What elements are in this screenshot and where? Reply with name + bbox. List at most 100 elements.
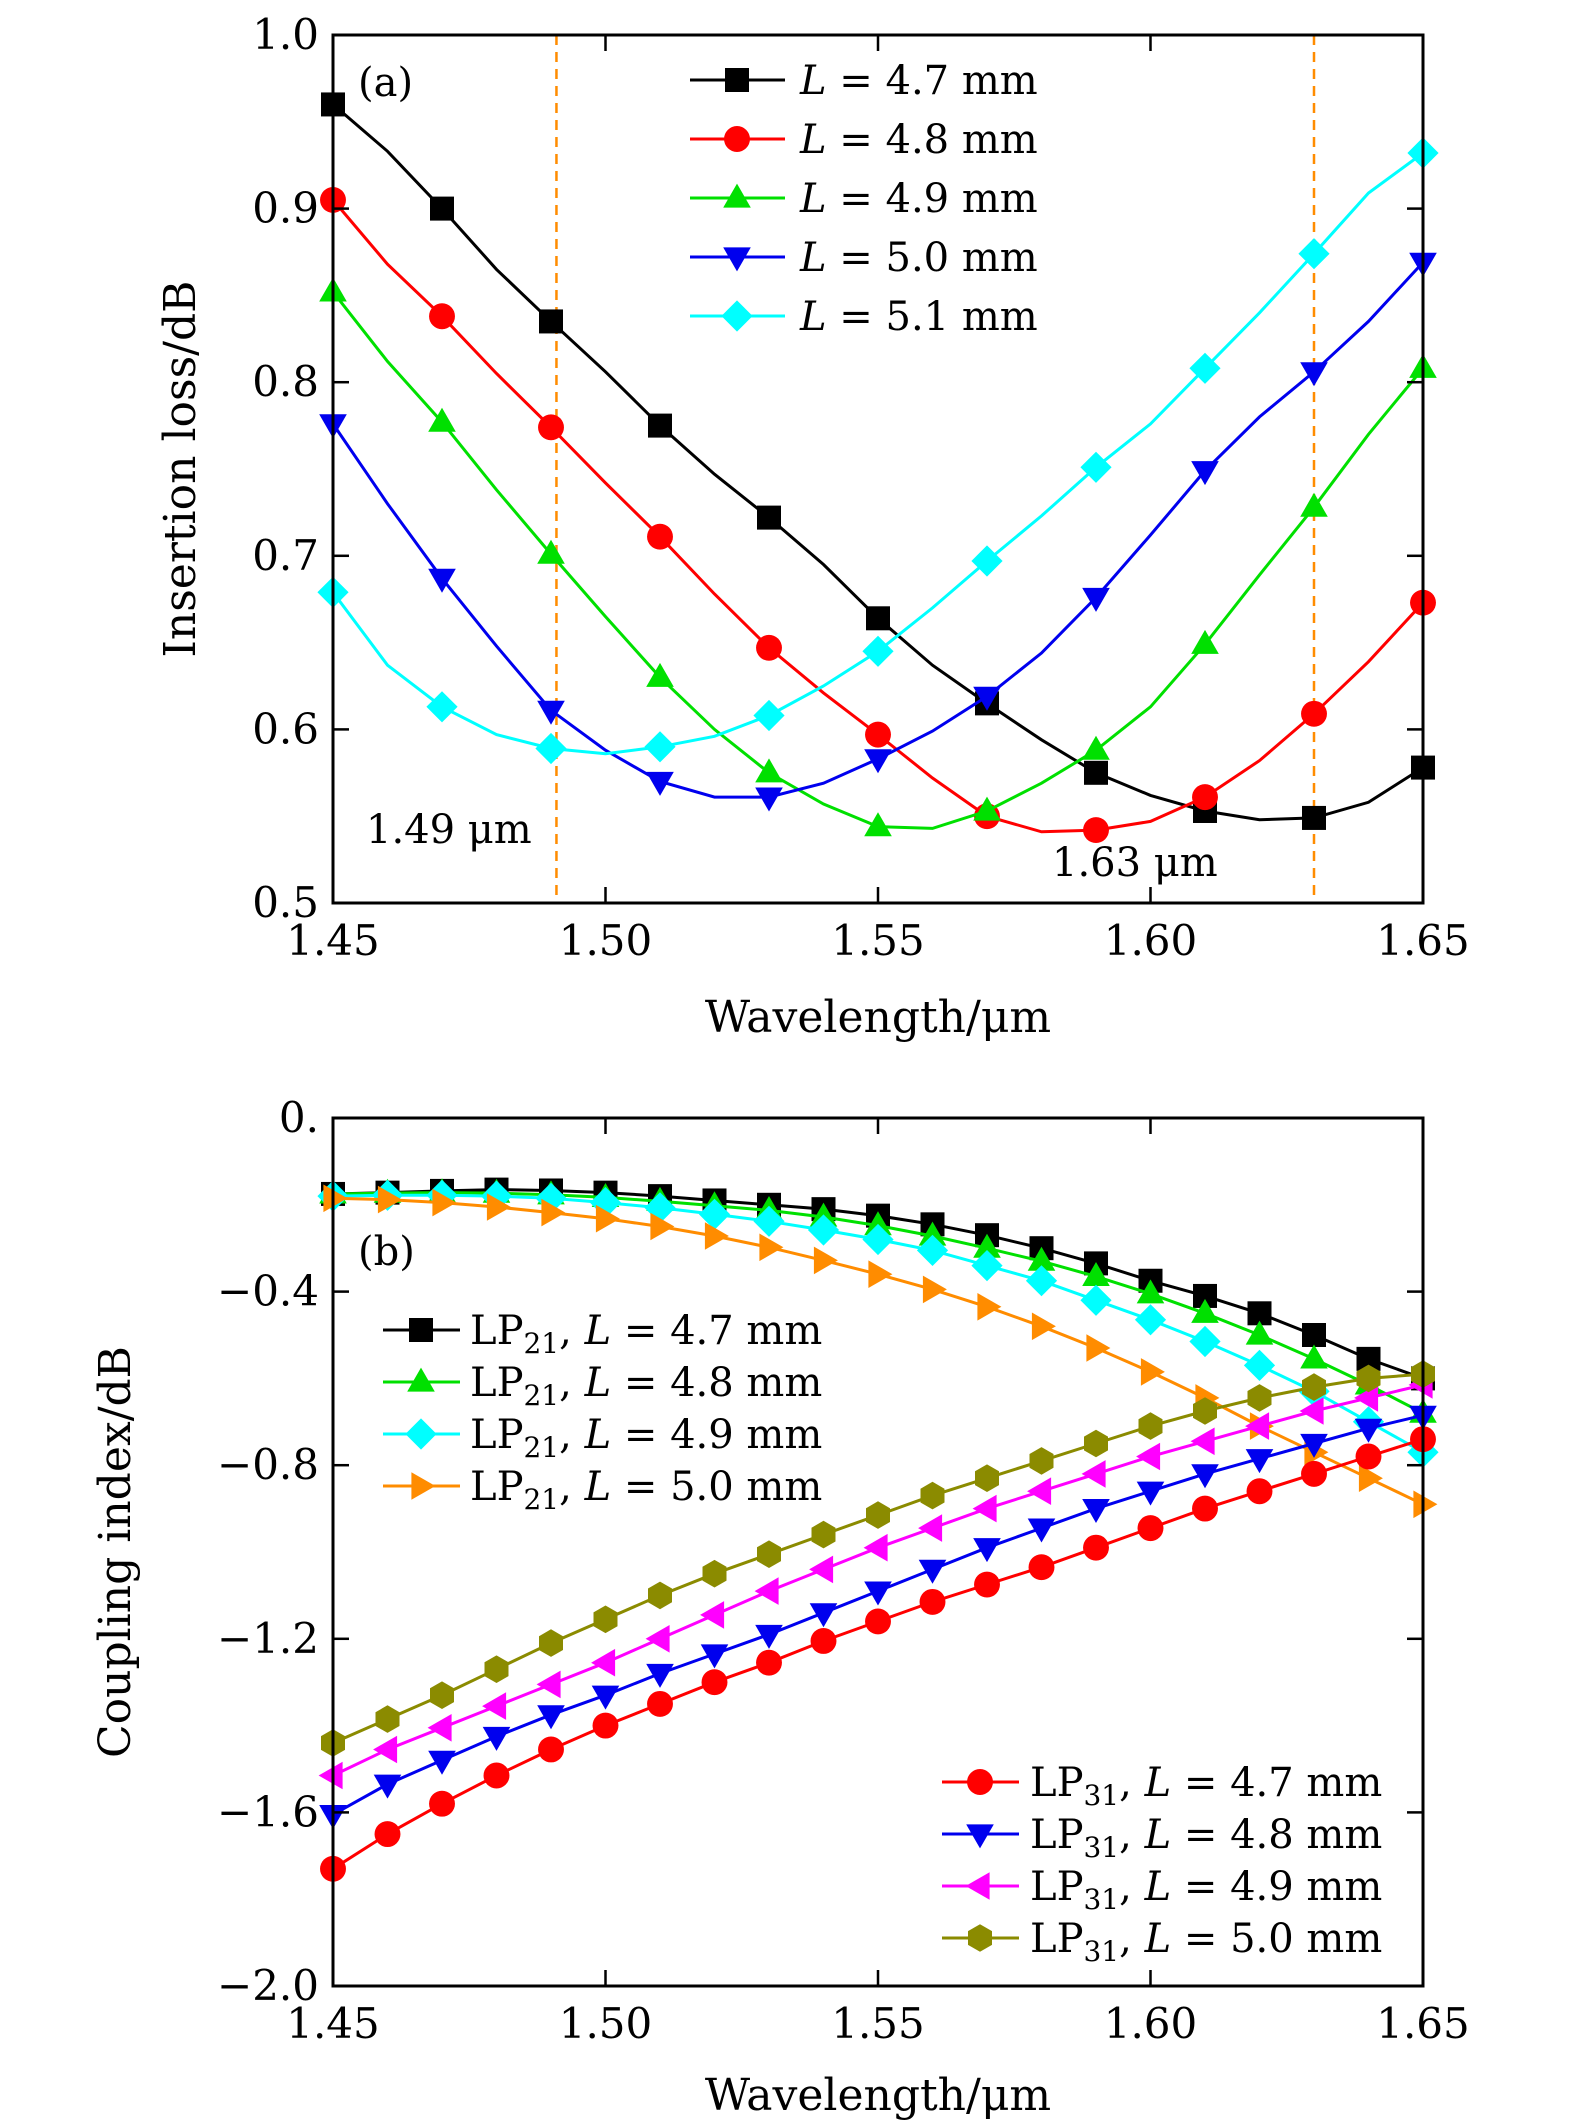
panel-b-point-lp31-l-4-7-mm [483,1762,510,1789]
panel-b-point-lp31-l-4-9-mm [918,1514,943,1542]
panel-a-point-l-5-1-mm [1080,451,1112,483]
panel-b-point-lp21-l-4-9-mm [1134,1304,1167,1336]
panel-b-point-lp21-l-5-0-mm [650,1212,675,1241]
panel-b-point-lp31-l-5-0-mm [430,1681,454,1709]
panel-b-point-lp21-l-5-0-mm [486,1193,511,1221]
panel-b-point-lp31-l-4-8-mm [428,1750,456,1775]
panel-a-series-layer [317,35,1439,903]
panel-a-point-l-4-9-mm [1191,629,1219,654]
panel-a-series-l-4-7-mm [321,92,1435,830]
panel-a-point-l-4-9-mm [1300,492,1328,517]
panel-b-legend-marker [967,1769,993,1795]
panel-a-y-tick-label: 0.6 [252,704,319,753]
panel-b-x-tick-label: 1.50 [559,1999,653,2048]
panel-a-y-tick-label: 1.0 [252,10,319,59]
panel-b-point-lp31-l-5-0-mm [1302,1373,1326,1401]
panel-b-point-lp31-l-5-0-mm [1138,1412,1163,1440]
panel-b-series-lp31-l-5-0-mm [321,1360,1435,1757]
panel-b-point-lp31-l-4-7-mm [592,1712,619,1739]
panel-a-y-tick-label: 0.7 [252,531,319,580]
panel-b-point-lp21-l-4-9-mm [1243,1349,1276,1381]
panel-b-point-lp31-l-4-7-mm [429,1790,455,1817]
panel-a-legend-label: L = 4.8 mm [799,117,1038,163]
panel-a-point-l-4-7-mm [648,413,672,438]
panel-b-y-tick-label: −1.6 [217,1787,319,1836]
panel-a-x-tick-label: 1.50 [559,916,653,965]
panel-a-point-l-4-8-mm [756,634,782,661]
panel-a-point-l-4-9-mm [537,539,565,564]
panel-b-point-lp31-l-4-8-mm [755,1624,783,1649]
panel-b-point-lp31-l-5-0-mm [1247,1384,1272,1412]
panel-b-point-lp31-l-4-9-mm [972,1494,997,1523]
panel-a-point-l-5-0-mm [428,568,456,593]
panel-b-point-lp21-l-4-8-mm [1082,1262,1110,1286]
panel-b-point-lp21-l-5-0-mm [1358,1464,1383,1492]
panel-a-point-l-4-7-mm [757,505,781,530]
panel-b-point-lp21-l-4-9-mm [807,1214,840,1246]
panel-b-point-lp31-l-4-9-mm [1190,1427,1215,1456]
panel-b-point-lp31-l-4-9-mm [1136,1442,1161,1471]
panel-b-point-lp31-l-5-0-mm [975,1464,999,1492]
panel-b-point-lp31-l-5-0-mm [866,1501,890,1529]
panel-a-point-l-5-0-mm [864,749,892,774]
panel-b-point-lp21-l-5-0-mm [1031,1312,1056,1341]
panel-b-point-lp31-l-4-7-mm [865,1608,891,1635]
panel-b-point-lp31-l-4-8-mm [864,1581,892,1606]
panel-b-point-lp21-l-4-8-mm [1300,1344,1328,1369]
annotation-1-49: 1.49 μm [366,807,532,853]
panel-b-point-lp21-l-4-8-mm [864,1211,892,1236]
panel-b-point-lp31-l-4-9-mm [1245,1412,1270,1440]
panel-b-point-lp31-l-4-7-mm [1192,1495,1218,1522]
panel-b-point-lp31-l-4-9-mm [809,1555,834,1584]
panel-b-point-lp31-l-4-9-mm [427,1714,452,1742]
panel-b-point-lp31-l-4-7-mm [1355,1443,1382,1470]
panel-b-point-lp21-l-5-0-mm [704,1222,729,1250]
panel-b-point-lp21-l-4-9-mm [1080,1284,1112,1316]
panel-b-point-lp31-l-4-9-mm [1027,1477,1052,1505]
panel-a-point-l-4-8-mm [1192,784,1218,811]
panel-a-legend-label: L = 5.0 mm [799,235,1038,281]
panel-a-x-tick-label: 1.55 [831,916,925,965]
panel-a-legend-marker [723,183,751,208]
panel-b-y-tick-label: −1.2 [217,1614,319,1663]
panel-b-point-lp21-l-5-0-mm [922,1275,947,1304]
panel-b-point-lp31-l-4-8-mm [1245,1449,1274,1474]
panel-a-legend-label: L = 4.9 mm [799,176,1038,222]
panel-b-point-lp31-l-4-9-mm [373,1735,398,1764]
panel-b-point-lp31-l-5-0-mm [593,1605,618,1634]
panel-b-point-lp31-l-4-8-mm [1354,1418,1383,1443]
panel-b-point-lp31-l-4-9-mm [863,1533,888,1562]
panel-b-legend-label: LP21, L = 4.9 mm [470,1412,822,1464]
panel-b-legend-marker [409,1318,433,1342]
panel-a-point-l-5-1-mm [971,545,1003,577]
panel-a-legend-marker [724,126,750,152]
panel-a-point-l-5-0-mm [646,771,674,796]
panel-b-point-lp31-l-4-7-mm [1137,1515,1164,1542]
panel-b-point-lp31-l-5-0-mm [1193,1397,1217,1425]
panel-b-x-tick-label: 1.60 [1104,1999,1198,2048]
panel-b-point-lp21-l-4-9-mm [753,1205,785,1237]
panel-b-point-lp31-l-4-7-mm [1028,1554,1055,1581]
panel-b-point-lp21-l-4-8-mm [918,1221,947,1246]
panel-a-point-l-5-1-mm [862,635,894,667]
panel-b-point-lp21-l-4-9-mm [862,1223,894,1256]
panel-b-point-lp31-l-4-9-mm [536,1670,561,1699]
panel-a-point-l-4-7-mm [1302,805,1326,830]
panel-b-point-lp21-l-4-8-mm [1136,1279,1165,1304]
panel-b-legend-label: LP31, L = 4.9 mm [1030,1864,1382,1916]
panel-b-point-lp31-l-4-9-mm [1299,1397,1324,1425]
panel-a-point-l-5-1-mm [426,691,458,723]
panel-b-point-lp31-l-4-9-mm [700,1601,725,1629]
panel-b-x-tick-label: 1.55 [831,1999,925,2048]
panel-b-point-lp31-l-4-8-mm [373,1774,402,1799]
panel-b-point-lp21-l-5-0-mm [1413,1490,1438,1519]
panel-b-point-lp21-l-4-7-mm [1302,1323,1326,1347]
panel-a-x-tick-label: 1.65 [1376,916,1470,965]
panel-a-legend-label: L = 5.1 mm [799,294,1038,340]
panel-a-legend-marker [723,247,751,272]
panel-b-y-tick-label: −2.0 [217,1961,319,2010]
panel-a-point-l-5-1-mm [535,732,567,765]
